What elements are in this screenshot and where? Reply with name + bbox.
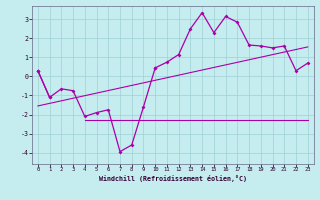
X-axis label: Windchill (Refroidissement éolien,°C): Windchill (Refroidissement éolien,°C) — [99, 175, 247, 182]
